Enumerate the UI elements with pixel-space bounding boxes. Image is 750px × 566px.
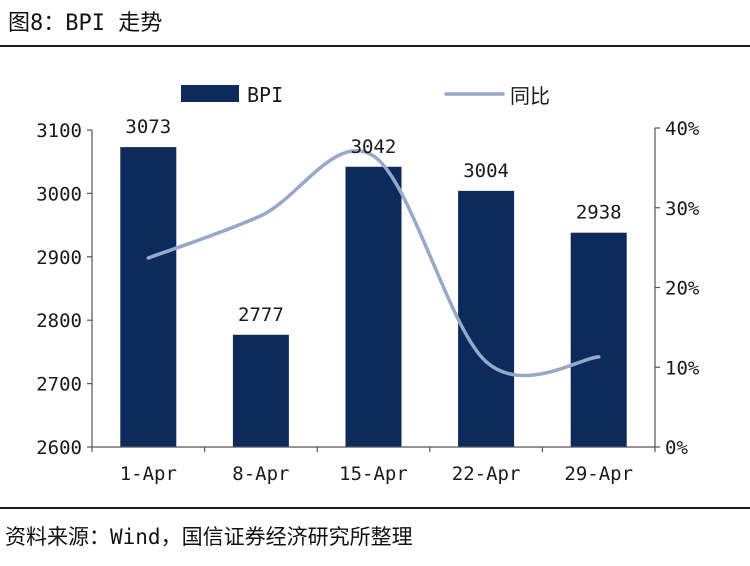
data-label-8-Apr: 2777	[238, 304, 284, 326]
x-tick-label: 1-Apr	[120, 463, 177, 485]
bars-group	[120, 147, 627, 448]
legend-bpi-label: BPI	[247, 83, 283, 107]
legend-bpi-swatch	[181, 85, 239, 102]
x-tick-label: 15-Apr	[339, 463, 408, 485]
left-tick-label: 3000	[36, 183, 82, 205]
x-tick-label: 29-Apr	[564, 463, 633, 485]
right-tick-label: 30%	[665, 198, 700, 220]
data-label-15-Apr: 3042	[351, 136, 397, 158]
right-tick-label: 10%	[665, 357, 700, 379]
axes-group: 2600 2700 2800 2900 3000 3100 0% 10% 20% 30% 40% 1-…	[36, 118, 700, 485]
line-group	[146, 148, 601, 378]
left-tick-label: 3100	[36, 120, 82, 142]
top-rule	[0, 45, 750, 47]
bar-15-Apr	[345, 166, 402, 447]
right-tick-label: 0%	[665, 437, 688, 459]
data-label-29-Apr: 2938	[576, 202, 622, 224]
bar-8-Apr	[232, 334, 289, 447]
bar-29-Apr	[570, 232, 627, 447]
data-label-1-Apr: 3073	[125, 116, 171, 138]
bar-1-Apr	[120, 147, 177, 448]
labels-group: 3073 2777 3042 3004 2938	[125, 116, 621, 326]
left-tick-label: 2800	[36, 310, 82, 332]
bpi-chart: BPI 同比 2600 2700 2800 2900 3000 3100 0% 10% 20% 30…	[36, 83, 700, 485]
legend-yoy-label: 同比	[510, 84, 550, 108]
yoy-line	[146, 148, 601, 378]
bar-22-Apr	[458, 190, 515, 447]
right-tick-label: 20%	[665, 278, 700, 300]
bottom-rule	[0, 507, 750, 509]
right-tick-label: 40%	[665, 118, 700, 140]
left-tick-label: 2600	[36, 437, 82, 459]
left-tick-label: 2700	[36, 374, 82, 396]
data-label-22-Apr: 3004	[463, 160, 509, 182]
left-tick-label: 2900	[36, 247, 82, 269]
chart-legend: BPI 同比	[181, 83, 550, 108]
x-tick-label: 8-Apr	[232, 463, 289, 485]
figure-title: 图8：BPI 走势	[8, 11, 163, 36]
x-tick-label: 22-Apr	[452, 463, 521, 485]
source-note: 资料来源：Wind，国信证券经济研究所整理	[5, 525, 413, 549]
